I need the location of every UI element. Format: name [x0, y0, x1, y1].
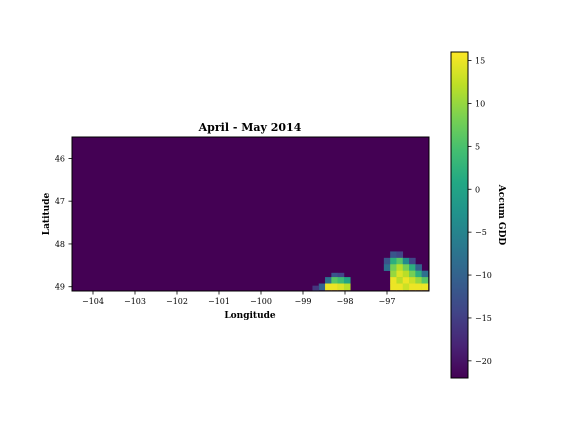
heatmap-cell	[337, 277, 345, 284]
colorbar-tick-label: 5	[475, 142, 480, 151]
heatmap-cell	[421, 277, 429, 284]
heatmap-cell	[396, 270, 404, 278]
heatmap-cell	[415, 277, 422, 284]
heatmap-cell	[396, 251, 404, 259]
heatmap-cell	[402, 264, 410, 271]
x-tick-label: −99	[295, 297, 312, 306]
heatmap-cell	[421, 270, 429, 278]
y-axis-ticks: 46 47 48 49	[55, 154, 72, 292]
heatmap-cell	[337, 272, 345, 280]
x-axis-ticks: −104 −103 −102 −101 −100 −99 −98 −97	[82, 291, 395, 306]
colorbar-gradient	[451, 52, 468, 378]
colorbar-label: Accum GDD	[496, 184, 506, 246]
heatmap-background	[72, 137, 429, 291]
heatmap-cell	[415, 270, 422, 278]
heatmap-cell	[396, 257, 404, 265]
heatmap-cell	[415, 264, 422, 271]
y-tick-label: 46	[55, 154, 65, 163]
heatmap-cell	[337, 283, 345, 291]
chart-title: April - May 2014	[198, 121, 302, 134]
heatmap-cell	[325, 283, 332, 291]
plot-area	[71, 136, 430, 292]
colorbar-ticks: 15 10 5 0 −5 −10 −15 −20	[468, 57, 492, 366]
y-axis-label: Latitude	[42, 193, 52, 236]
colorbar-tick-label: 0	[475, 185, 480, 194]
heatmap-cell	[390, 251, 397, 259]
x-tick-label: −102	[166, 297, 188, 306]
heatmap-cell	[402, 283, 410, 291]
heatmap-cell	[390, 283, 397, 291]
colorbar-tick-label: 15	[475, 57, 485, 66]
y-tick-label: 49	[55, 283, 65, 292]
plot-frame	[71, 136, 430, 292]
x-tick-label: −103	[124, 297, 146, 306]
heatmap-cell	[390, 264, 397, 271]
heatmap-cell	[318, 283, 326, 291]
heatmap-cell	[383, 257, 391, 265]
colorbar-tick-label: −15	[475, 314, 492, 323]
x-tick-label: −101	[208, 297, 230, 306]
heatmap-cell	[312, 285, 320, 292]
heatmap-cell	[396, 283, 404, 291]
x-tick-label: −100	[250, 297, 272, 306]
heatmap-cell	[409, 277, 416, 284]
colorbar-frame	[450, 51, 469, 379]
heatmap-cell	[390, 257, 397, 265]
colorbar-tick-label: −5	[475, 228, 487, 237]
x-axis-label: Longitude	[224, 311, 276, 321]
x-tick-label: −98	[337, 297, 354, 306]
x-tick-label: −97	[379, 297, 396, 306]
heatmap-cell	[331, 272, 338, 280]
heatmap-cell	[409, 257, 416, 265]
y-tick-label: 48	[55, 240, 65, 249]
heatmap-cell	[409, 270, 416, 278]
heatmap-cell	[390, 277, 397, 284]
heatmap-cell	[396, 264, 404, 271]
heatmap-cell	[421, 283, 429, 291]
x-tick-label: −104	[82, 297, 104, 306]
heatmap-cell	[331, 277, 338, 284]
heatmap-cell	[409, 283, 416, 291]
heatmap-cells	[312, 251, 429, 292]
heatmap-cell	[343, 283, 351, 291]
heatmap-cell	[331, 283, 338, 291]
colorbar-tick-label: −20	[475, 357, 492, 366]
heatmap-cell	[396, 277, 404, 284]
heatmap-cell	[402, 270, 410, 278]
colorbar-tick-label: 10	[475, 99, 485, 108]
y-tick-label: 47	[55, 197, 65, 206]
heatmap-cell	[409, 264, 416, 271]
heatmap-cell	[343, 277, 351, 284]
heatmap-cell	[415, 283, 422, 291]
heatmap-cell	[390, 270, 397, 278]
colorbar: 15 10 5 0 −5 −10 −15 −20 Accum GDD	[450, 51, 506, 379]
colorbar-tick-label: −10	[475, 271, 492, 280]
heatmap-cell	[325, 277, 332, 284]
heatmap-cell	[402, 257, 410, 265]
heatmap-cell	[402, 277, 410, 284]
heatmap-cell	[383, 264, 391, 271]
